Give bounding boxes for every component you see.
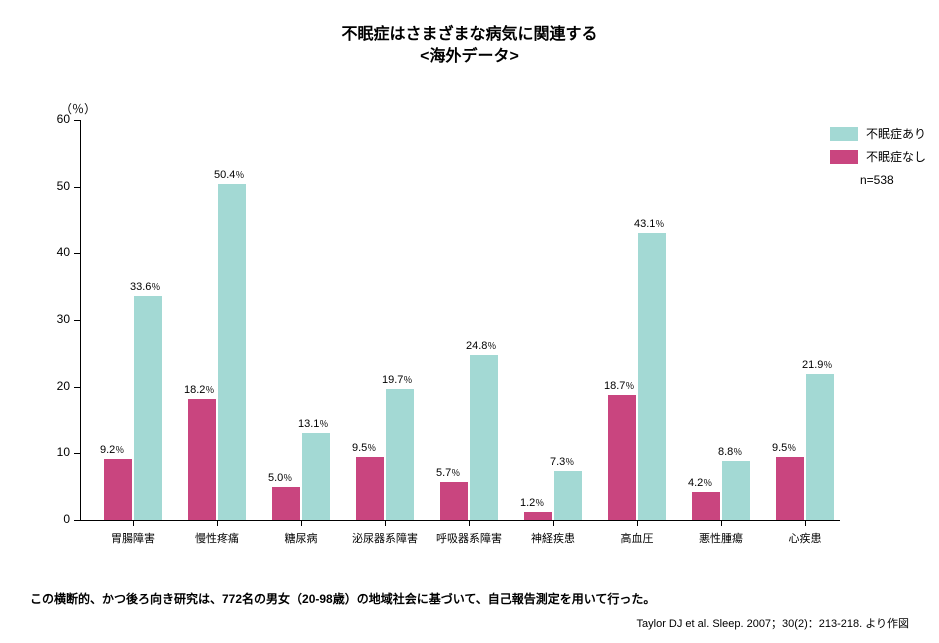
y-tick [74, 253, 80, 254]
bar [776, 457, 804, 520]
legend-label: 不眠症なし [866, 148, 926, 165]
bar-value-label: 9.2％ [100, 443, 124, 456]
bar-value-label: 1.2％ [520, 496, 544, 509]
x-tick [301, 520, 302, 526]
legend: 不眠症あり不眠症なし [830, 125, 926, 171]
y-tick-label: 50 [40, 179, 70, 193]
x-tick [637, 520, 638, 526]
bar-value-label: 5.0％ [268, 471, 292, 484]
category-label: 高血圧 [593, 530, 681, 546]
bar-value-label: 18.7％ [604, 379, 634, 392]
bar-value-label: 18.2％ [184, 383, 214, 396]
x-tick [217, 520, 218, 526]
bar-value-label: 5.7％ [436, 466, 460, 479]
y-tick [74, 453, 80, 454]
study-caption: この横断的、かつ後ろ向き研究は、772名の男女（20-98歳）の地域社会に基づい… [30, 590, 655, 607]
y-tick-label: 30 [40, 312, 70, 326]
y-tick [74, 520, 80, 521]
bar [302, 433, 330, 520]
y-tick [74, 387, 80, 388]
source-citation: Taylor DJ et al. Sleep. 2007；30(2)：213-2… [637, 615, 909, 631]
bar [272, 487, 300, 520]
y-tick [74, 120, 80, 121]
bar [524, 512, 552, 520]
bar [554, 471, 582, 520]
bar [218, 184, 246, 520]
bar [722, 461, 750, 520]
y-tick-label: 60 [40, 112, 70, 126]
bar [692, 492, 720, 520]
y-tick-label: 20 [40, 379, 70, 393]
bar [188, 399, 216, 520]
chart-title-line2: <海外データ> [0, 42, 939, 66]
bar [134, 296, 162, 520]
bar-value-label: 33.6％ [130, 280, 160, 293]
bar-value-label: 13.1％ [298, 417, 328, 430]
bar [806, 374, 834, 520]
chart-plot-area: 01020304050609.2％33.6％胃腸障害18.2％50.4％慢性疼痛… [80, 120, 840, 520]
y-tick-label: 10 [40, 445, 70, 459]
bar [440, 482, 468, 520]
legend-item: 不眠症あり [830, 125, 926, 142]
y-axis [80, 120, 81, 520]
bar-value-label: 9.5％ [352, 441, 376, 454]
bar-value-label: 9.5％ [772, 441, 796, 454]
bar [104, 459, 132, 520]
category-label: 悪性腫瘍 [677, 530, 765, 546]
x-axis [80, 520, 840, 521]
bar-value-label: 50.4％ [214, 168, 244, 181]
x-tick [133, 520, 134, 526]
category-label: 慢性疼痛 [173, 530, 261, 546]
x-tick [385, 520, 386, 526]
y-tick-label: 0 [40, 512, 70, 526]
x-tick [553, 520, 554, 526]
category-label: 心疾患 [761, 530, 849, 546]
bar-value-label: 24.8％ [466, 339, 496, 352]
legend-item: 不眠症なし [830, 148, 926, 165]
category-label: 神経疾患 [509, 530, 597, 546]
y-tick [74, 187, 80, 188]
x-tick [805, 520, 806, 526]
sample-size-label: n=538 [860, 173, 894, 187]
category-label: 胃腸障害 [89, 530, 177, 546]
bar-value-label: 21.9％ [802, 358, 832, 371]
bar [386, 389, 414, 520]
chart-title-line1: 不眠症はさまざまな病気に関連する [0, 20, 939, 44]
category-label: 泌尿器系障害 [341, 530, 429, 546]
bar-value-label: 19.7％ [382, 373, 412, 386]
category-label: 糖尿病 [257, 530, 345, 546]
legend-label: 不眠症あり [866, 125, 926, 142]
bar [470, 355, 498, 520]
category-label: 呼吸器系障害 [425, 530, 513, 546]
x-tick [469, 520, 470, 526]
bar-value-label: 4.2％ [688, 476, 712, 489]
legend-swatch [830, 150, 858, 164]
bar [608, 395, 636, 520]
legend-swatch [830, 127, 858, 141]
bar-value-label: 8.8％ [718, 445, 742, 458]
bar-value-label: 43.1％ [634, 217, 664, 230]
bar-value-label: 7.3％ [550, 455, 574, 468]
bar [356, 457, 384, 520]
y-tick [74, 320, 80, 321]
bar [638, 233, 666, 520]
x-tick [721, 520, 722, 526]
y-tick-label: 40 [40, 245, 70, 259]
